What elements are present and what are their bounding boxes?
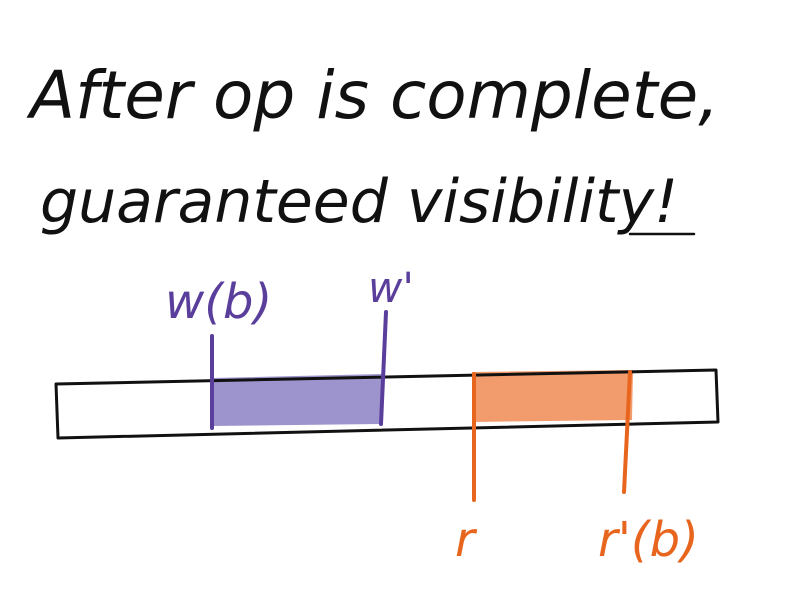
heading-line-1: After op is complete,	[26, 57, 719, 134]
write-interval-fill	[212, 374, 382, 426]
heading-line-2: guaranteed visibility!	[40, 167, 678, 237]
write-end-label: w'	[368, 263, 414, 312]
read-interval-fill	[472, 370, 633, 422]
timeline-bar	[54, 368, 720, 440]
write-start-label: w(b)	[165, 274, 272, 330]
read-start-label: r	[455, 512, 478, 568]
read-end-label: r'(b)	[598, 512, 699, 568]
write-end-marker	[379, 310, 388, 426]
read-end-marker	[622, 370, 632, 494]
